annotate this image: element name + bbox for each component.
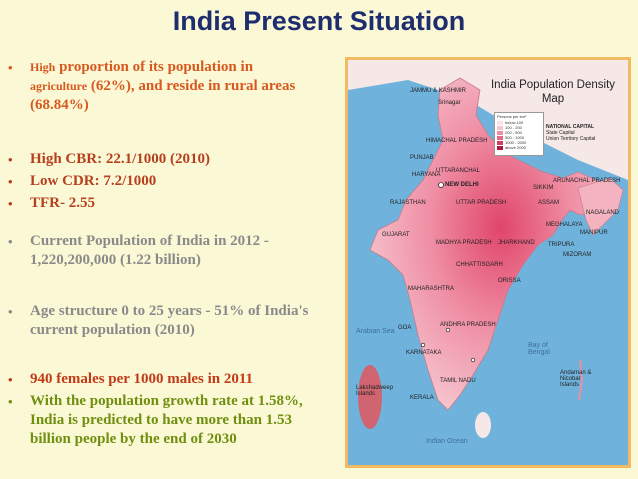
map-label: NEW DELHI (445, 182, 479, 188)
map-label: Lakshadweep Islands (356, 385, 394, 397)
map-label: MADHYA PRADESH (436, 240, 492, 246)
capital-marker (420, 342, 426, 348)
bullet-text: Age structure 0 to 25 years - 51% of Ind… (30, 303, 309, 338)
slide-title: India Present Situation (172, 6, 466, 36)
bullet-dot: • (8, 174, 13, 189)
map-label-sea: Bay of Bengal (528, 342, 550, 356)
map-legend: Persons per km² below 100 100 - 200 200 … (494, 112, 544, 156)
sri-lanka-shape (475, 412, 491, 438)
map-title-line-1: India Population Density (490, 79, 616, 91)
map-label: UTTAR PRADESH (456, 200, 507, 206)
capital-marker (445, 327, 451, 333)
bullet-dot: • (8, 196, 13, 211)
bullet-text: 940 females per 1000 males in 2011 (30, 371, 254, 387)
map-label: NAGALAND (586, 210, 620, 216)
bullet-text-main-2: (62%), and reside in rural areas (68.84%… (30, 78, 296, 113)
bullet-text: With the population growth rate at 1.58%… (30, 393, 303, 447)
map-label: GUJARAT (382, 232, 410, 238)
bullet-text: High CBR: 22.1/1000 (2010) (30, 151, 210, 167)
map-label: Andaman & Nicobar Islands (560, 370, 592, 388)
bullet-dot: • (8, 394, 13, 409)
map-label: MANIPUR (580, 230, 608, 236)
map-label: UTTARANCHAL (436, 168, 480, 174)
bullet-text-main: proportion of its population in (55, 59, 254, 75)
india-mainland (369, 77, 609, 411)
bullet-dot: • (8, 60, 13, 75)
map-label: ASSAM (538, 200, 560, 206)
bullet-dot: • (8, 234, 13, 249)
key-ut-capital: Union Territory Capital (546, 136, 596, 142)
capital-marker (470, 357, 476, 363)
key-national-capital: NATIONAL CAPITAL (546, 124, 595, 130)
bullet-text-small: High (30, 60, 56, 74)
map-label: ORISSA (498, 278, 521, 284)
map-label: CHHATTISGARH (456, 262, 503, 268)
map-label: RAJASTHAN (390, 200, 426, 206)
bullet-text: Current Population of India in 2012 - 1,… (30, 233, 269, 268)
northeast-region (577, 177, 624, 236)
bullet-text: Low CDR: 7.2/1000 (30, 173, 157, 189)
map-label: KERALA (410, 395, 434, 401)
india-map-graphic (348, 60, 628, 438)
bullet-dot: • (8, 304, 13, 319)
map-label: JAMMU & KASHMIR (410, 88, 467, 94)
population-density-map: India Population Density Map Persons per… (345, 57, 631, 468)
map-label-sea: Arabian Sea (356, 328, 395, 335)
capital-key: NATIONAL CAPITAL State Capital Union Ter… (546, 124, 626, 142)
legend-row: 500 - 1000 (495, 135, 543, 140)
legend-row: 1000 - 2000 (495, 140, 543, 145)
capital-marker (438, 182, 444, 188)
map-label: SIKKIM (533, 185, 554, 191)
map-label: ANDHRA PRADESH (440, 322, 496, 328)
map-title: India Population Density Map (478, 78, 628, 106)
andaman-islands-shape (578, 359, 584, 401)
lakshadweep-highlight (358, 365, 382, 429)
legend-title: Persons per km² (497, 114, 527, 119)
legend-row: 100 - 200 (495, 125, 543, 130)
legend-row: 200 - 500 (495, 130, 543, 135)
bullet-text: TFR- 2.55 (30, 195, 95, 211)
bullet-dot: • (8, 372, 13, 387)
map-label: PUNJAB (410, 155, 434, 161)
map-label: MIZORAM (563, 252, 592, 258)
map-label-sea: Indian Ocean (426, 438, 468, 445)
bullet-text: High proportion of its population in agr… (30, 58, 335, 115)
legend-row: below 100 (495, 120, 543, 125)
map-label: GOA (398, 325, 412, 331)
map-label: TAMIL NADU (440, 378, 476, 384)
map-label: KARNATAKA (406, 350, 442, 356)
map-label: ARUNACHAL PRADESH (553, 178, 621, 184)
map-label: HARYANA (412, 172, 441, 178)
bullet-text-small-2: agriculture (30, 79, 88, 93)
map-label: TRIPURA (548, 242, 575, 248)
map-label: MEGHALAYA (546, 222, 583, 228)
map-label: HIMACHAL PRADESH (426, 138, 488, 144)
map-title-line-2: Map (541, 93, 565, 105)
map-label: MAHARASHTRA (408, 286, 455, 292)
key-state-capital: State Capital (546, 130, 575, 136)
neighbor-land (348, 60, 628, 180)
legend-row: above 2000 (495, 145, 543, 150)
map-label: JHARKHAND (498, 240, 535, 246)
bullet-dot: • (8, 152, 13, 167)
map-label: Srinagar (438, 100, 461, 106)
